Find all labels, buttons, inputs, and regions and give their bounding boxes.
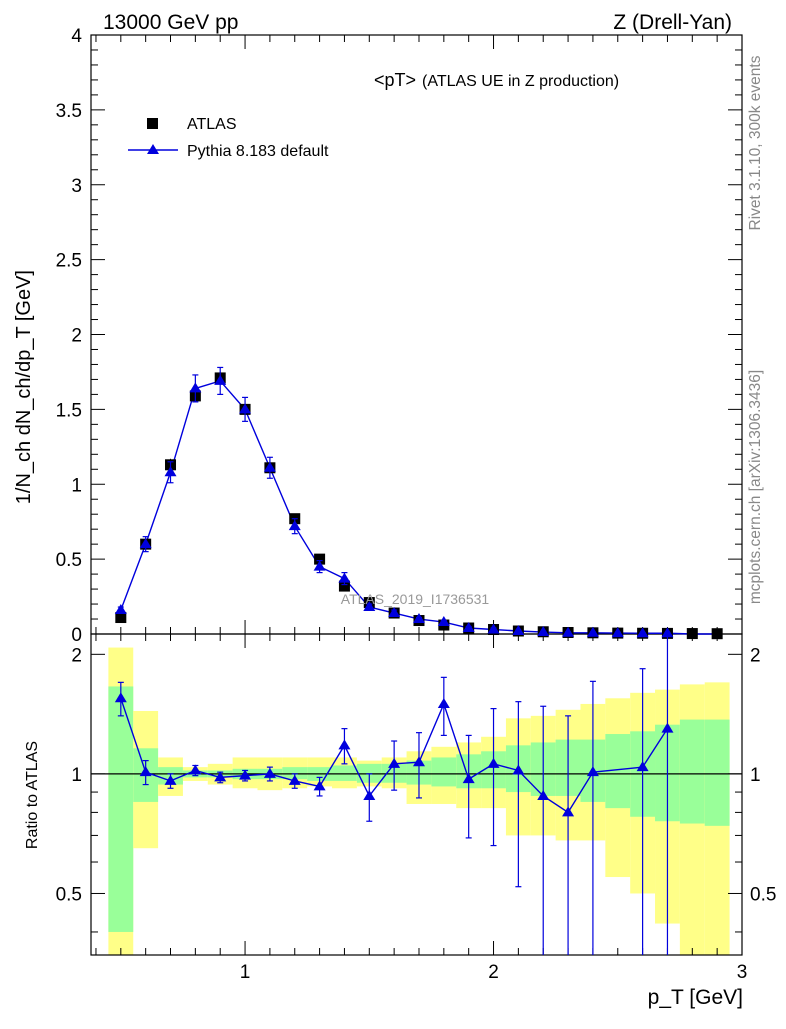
y-tick-label: 1 [71,475,82,496]
pythia-point [214,374,227,385]
ratio-point [239,769,252,780]
plot-title: <pT> [374,70,416,90]
ratio-point [313,780,326,791]
atlas-point [711,628,723,640]
pythia-point [487,623,500,634]
legend-pythia-label: Pythia 8.183 default [187,143,329,160]
ratio-point [338,739,351,750]
x-axis-label: p_T [GeV] [648,986,743,1009]
ratio-point [586,766,599,777]
pythia-point [537,626,550,637]
ratio-point [214,771,227,782]
y-tick-label: 2.5 [56,251,82,272]
ratio-point [562,806,575,817]
pythia-point [586,626,599,637]
ratio-point [189,764,202,775]
pythia-point [462,622,475,633]
band-inner [704,719,730,826]
band-inner [431,757,457,787]
x-tick-label: 1 [240,962,251,983]
ratio-point [537,789,550,800]
ratio-uncertainty-bands [108,647,730,955]
rivet-label: Rivet 3.1.10, 300k events [747,55,764,230]
atlas-point [338,580,350,592]
header-left: 13000 GeV pp [103,11,238,34]
ratio-y-tick-label: 2 [71,645,82,666]
ratio-y-tick-label-right: 1 [750,765,761,786]
plot-subtitle: (ATLAS UE in Z production) [422,73,619,90]
pythia-point [512,625,525,636]
atlas-point [115,612,127,624]
legend: ATLAS Pythia 8.183 default [128,116,329,160]
pythia-point [114,604,127,615]
pythia-point [338,572,351,583]
x-tick-label: 2 [488,962,499,983]
header-right: Z (Drell-Yan) [613,11,732,34]
y-tick-label: 4 [71,26,82,47]
legend-atlas-label: ATLAS [187,116,237,133]
ratio-point [164,774,177,785]
ratio-y-axis-label: Ratio to ATLAS [24,741,41,849]
ratio-point [636,761,649,772]
ratio-point [114,692,127,703]
band-inner [356,763,382,783]
y-tick-label: 3 [71,176,82,197]
ratio-y-tick-label: 1 [71,765,82,786]
band-inner [679,719,705,824]
ratio-point [412,756,425,767]
ratio-y-tick-label-right: 2 [750,645,761,666]
main-y-axis-label: 1/N_ch dN_ch/dp_T [GeV] [13,270,35,504]
band-inner [332,765,357,781]
pythia-point [636,627,649,638]
pythia-point [363,601,376,612]
pythia-point [189,382,202,393]
main-plot-marks [114,366,723,640]
ratio-point [388,757,401,768]
y-tick-label: 0.5 [56,550,82,571]
axis-ticks [91,34,743,955]
pythia-point [388,607,401,618]
atlas-point [686,628,698,640]
watermark: ATLAS_2019_I1736531 [341,591,490,607]
legend-atlas-marker [147,118,158,129]
band-inner [108,686,134,932]
ratio-plot-marks [91,634,742,955]
y-tick-label: 2 [71,326,82,347]
pythia-point [437,616,450,627]
pythia-point [164,466,177,477]
ratio-point [512,764,525,775]
ratio-point [487,757,500,768]
ratio-y-tick-label-right: 0.5 [750,884,776,905]
ratio-point [462,773,475,784]
pythia-point [313,560,326,571]
y-tick-label: 1.5 [56,400,82,421]
legend-pythia-marker [147,144,159,154]
ratio-point [661,722,674,733]
ratio-point [139,766,152,777]
tick-labels: 0 0.5 1 1.5 2 2.5 3 3.5 4 0.5 0.5 1 1 2 2 1 2 3 [56,26,777,983]
pythia-point [661,627,674,638]
pythia-point [263,461,276,472]
ratio-frame [90,633,743,956]
ratio-point [288,774,301,785]
pythia-point [611,627,624,638]
ratio-point [437,697,450,708]
mcplots-label: mcplots.cern.ch [arXiv:1306.3436] [747,370,764,604]
y-tick-label: 0 [71,625,82,646]
x-tick-label: 3 [737,962,748,983]
pythia-point [288,520,301,531]
ratio-line [120,698,669,814]
band-inner [282,767,308,780]
atlas-point [314,553,326,565]
ratio-point [363,789,376,800]
y-tick-label: 3.5 [56,101,82,122]
ratio-point [263,767,276,778]
ratio-y-tick-label: 0.5 [56,884,82,905]
pythia-point [139,538,152,549]
pythia-point [239,403,252,414]
pythia-point [412,613,425,624]
pythia-point [562,626,575,637]
